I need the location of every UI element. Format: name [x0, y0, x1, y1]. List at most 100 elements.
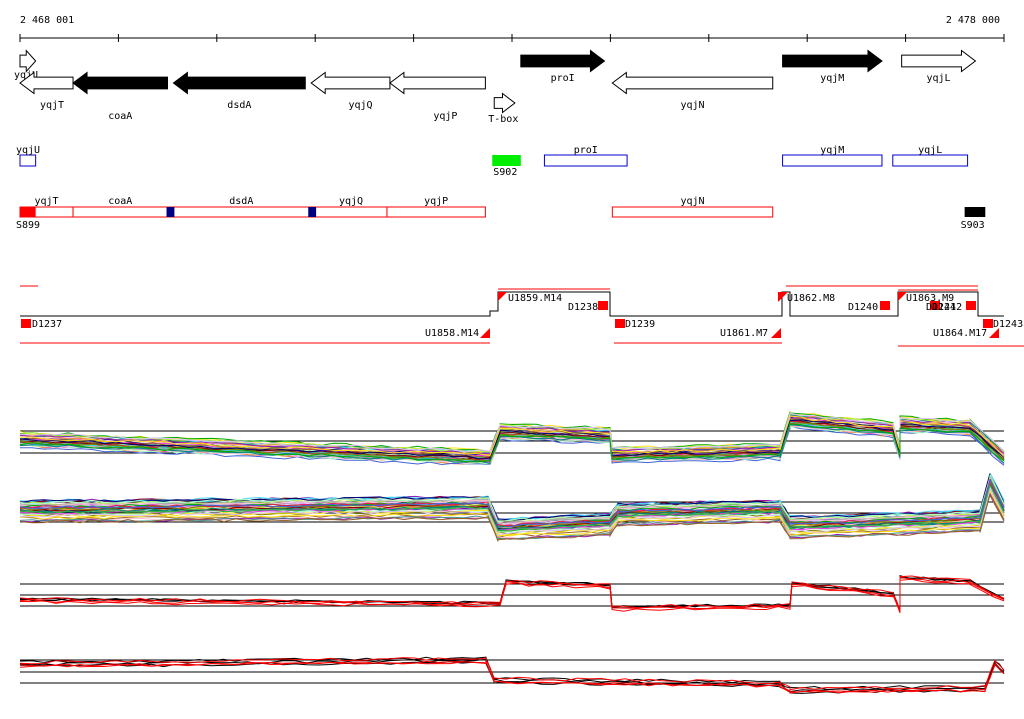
feature-track-red: yqjT coaA dsdA yqjQ yqjP yqjN S899 S903	[16, 196, 986, 231]
ruler-end-label: 2 478 000	[946, 15, 1000, 26]
gene-label: yqjM	[820, 73, 844, 84]
expression-profile-line	[19, 490, 1005, 537]
T-box-gene-arrow	[493, 92, 516, 114]
expression-profile-line	[19, 423, 1005, 465]
green-segment-label: S902	[493, 167, 517, 178]
green-segment	[492, 155, 521, 166]
expression-profile-line	[19, 474, 1005, 523]
gene-label: yqjP	[433, 111, 457, 122]
expression-panel-2	[19, 472, 1005, 542]
expression-profile-line	[19, 412, 1005, 453]
red-box	[611, 206, 774, 218]
red-box-label: yqjQ	[339, 196, 363, 207]
red-filled-segment	[20, 207, 36, 217]
expression-profile-line	[19, 575, 1005, 611]
gene-label: proI	[551, 73, 575, 84]
blue-segment	[543, 154, 628, 167]
red-box-label: yqjN	[680, 196, 704, 207]
transcript-label: U1864.M17	[933, 328, 987, 339]
expression-panel-3	[19, 575, 1005, 613]
proI-gene-arrow	[520, 49, 606, 73]
blue-segment-label: proI	[574, 145, 598, 156]
expression-profile-line	[19, 493, 1005, 542]
transcript-label: D1237	[32, 319, 62, 330]
transcript-segment-track: D1237 U1858.M14 U1859.M14 D1238 D1239 U1…	[20, 285, 1024, 347]
red-box	[386, 206, 486, 218]
gene-label: yqjN	[680, 100, 704, 111]
yqjQ-gene-arrow	[310, 71, 391, 95]
expression-profile-line	[19, 657, 1005, 691]
yqjL-gene-arrow	[901, 49, 977, 73]
gene-annotation-track: yqjU yqjT coaA dsdA yqjQ yqjP T-box proI yqjN yqj…	[14, 49, 977, 125]
red-box-label: dsdA	[229, 196, 253, 207]
expression-profile-line	[19, 411, 1005, 453]
gene-label: yqjL	[927, 73, 951, 84]
transcript-label: D1239	[625, 319, 655, 330]
red-box	[167, 206, 316, 218]
transcript-label: D1242	[932, 302, 962, 313]
gene-label: T-box	[488, 114, 518, 125]
red-box-label: coaA	[108, 196, 132, 207]
yqjP-gene-arrow	[389, 71, 486, 95]
transcript-label: D1241	[926, 302, 956, 313]
gene-label: yqjQ	[349, 100, 373, 111]
expression-profile-line	[19, 489, 1005, 539]
gene-label: yqjU	[14, 70, 38, 81]
expression-profile-line	[19, 484, 1005, 532]
expression-profile-line	[19, 415, 1005, 457]
expression-panel-4	[19, 656, 1005, 694]
transcript-label: U1859.M14	[508, 293, 562, 304]
blue-segment-label: yqjM	[820, 145, 844, 156]
expression-profile-line	[19, 425, 1005, 466]
blue-segment-label: yqjU	[16, 145, 40, 156]
yqjN-gene-arrow	[611, 71, 774, 95]
expression-profile-line	[19, 473, 1005, 521]
expression-profile-line	[19, 473, 1005, 522]
expression-profile-line	[19, 660, 1005, 694]
expression-profile-line	[19, 661, 1005, 694]
expression-profile-line	[19, 479, 1005, 528]
ruler-axis	[19, 34, 1005, 42]
transcript-label: U1861.M7	[720, 328, 768, 339]
gene-label: yqjT	[40, 100, 64, 111]
feature-track-blue: yqjU proI yqjM yqjL S902	[16, 145, 969, 178]
red-box	[314, 206, 388, 218]
expression-profile-line	[19, 488, 1005, 536]
transcript-label: D1240	[848, 302, 878, 313]
transcript-label: U1863.M9	[906, 293, 954, 304]
black-segment	[964, 207, 986, 217]
expression-panel-1	[19, 411, 1005, 466]
gene-label: coaA	[108, 111, 132, 122]
gene-label: dsdA	[227, 100, 251, 111]
expression-profile-line	[19, 415, 1005, 455]
transcript-label: U1858.M14	[425, 328, 479, 339]
blue-segment	[892, 154, 969, 167]
blue-segment	[782, 154, 883, 167]
black-segment-label: S903	[961, 220, 985, 231]
expression-profile-line	[19, 422, 1005, 463]
transcript-label: U1862.M8	[787, 293, 835, 304]
transcript-label: D1243	[993, 319, 1023, 330]
expression-profile-line	[19, 476, 1005, 524]
expression-profile-line	[19, 578, 1005, 613]
transcript-label: D1238	[568, 302, 598, 313]
yqjT-gene-arrow	[19, 71, 74, 95]
coaA-gene-arrow	[72, 71, 169, 95]
navy-marker	[308, 207, 317, 217]
red-box-label: yqjT	[34, 196, 58, 207]
expression-profile-line	[19, 478, 1005, 528]
navy-marker	[166, 207, 175, 217]
yqjU-gene-arrow	[19, 49, 37, 73]
red-box	[72, 206, 169, 218]
blue-segment-label: yqjL	[918, 145, 942, 156]
yqjM-gene-arrow	[782, 49, 883, 73]
ruler-start-label: 2 468 001	[20, 15, 74, 26]
expression-profile-line	[19, 488, 1005, 536]
red-filled-label: S899	[16, 220, 40, 231]
dsdA-gene-arrow	[172, 71, 306, 95]
red-box-label: yqjP	[424, 196, 448, 207]
coordinate-ruler: 2 468 001 2 478 000	[19, 15, 1005, 42]
blue-segment	[19, 154, 37, 167]
